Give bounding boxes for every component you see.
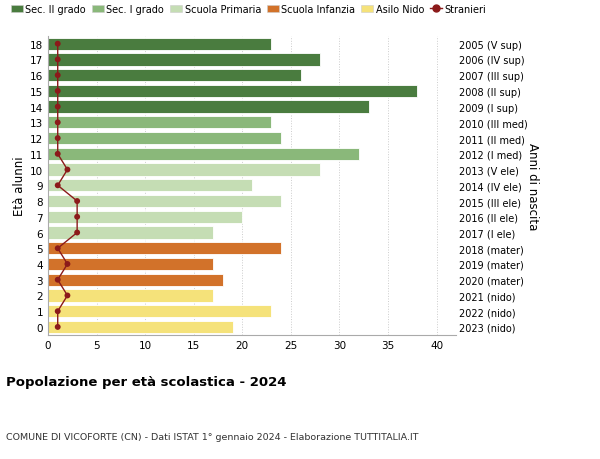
Point	[53, 245, 62, 252]
Text: Popolazione per età scolastica - 2024: Popolazione per età scolastica - 2024	[6, 375, 287, 388]
Bar	[48, 258, 213, 270]
Bar	[48, 117, 271, 129]
Bar	[48, 70, 301, 82]
Text: COMUNE DI VICOFORTE (CN) - Dati ISTAT 1° gennaio 2024 - Elaborazione TUTTITALIA.: COMUNE DI VICOFORTE (CN) - Dati ISTAT 1°…	[6, 431, 419, 441]
Bar	[48, 180, 252, 192]
Bar	[48, 321, 233, 333]
Bar	[48, 274, 223, 286]
Point	[73, 213, 82, 221]
Bar	[48, 290, 213, 302]
Bar	[48, 133, 281, 145]
Point	[53, 324, 62, 331]
Bar	[48, 164, 320, 176]
Bar	[48, 196, 281, 208]
Point	[73, 198, 82, 205]
Bar	[48, 54, 320, 67]
Bar	[48, 242, 281, 255]
Bar	[48, 148, 359, 161]
Legend: Sec. II grado, Sec. I grado, Scuola Primaria, Scuola Infanzia, Asilo Nido, Stran: Sec. II grado, Sec. I grado, Scuola Prim…	[11, 5, 487, 15]
Point	[53, 135, 62, 142]
Point	[53, 119, 62, 127]
Bar	[48, 211, 242, 224]
Point	[53, 182, 62, 190]
Bar	[48, 39, 271, 50]
Point	[62, 292, 72, 299]
Point	[53, 104, 62, 111]
Bar	[48, 305, 271, 318]
Point	[53, 276, 62, 284]
Point	[53, 88, 62, 95]
Point	[53, 56, 62, 64]
Point	[62, 261, 72, 268]
Bar	[48, 85, 417, 98]
Point	[53, 73, 62, 80]
Point	[73, 230, 82, 237]
Bar	[48, 101, 368, 113]
Y-axis label: Età alunni: Età alunni	[13, 156, 26, 216]
Point	[53, 308, 62, 315]
Y-axis label: Anni di nascita: Anni di nascita	[526, 142, 539, 230]
Point	[53, 151, 62, 158]
Point	[62, 167, 72, 174]
Bar	[48, 227, 213, 239]
Point	[53, 41, 62, 48]
